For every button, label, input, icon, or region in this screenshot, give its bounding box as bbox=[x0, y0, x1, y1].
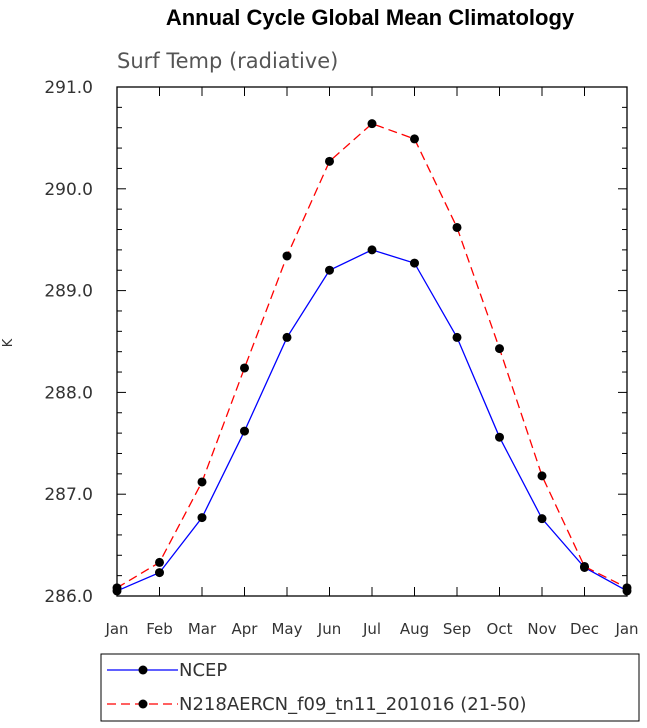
data-point bbox=[282, 251, 292, 261]
x-tick-label: Jul bbox=[362, 620, 381, 638]
chart-title: Annual Cycle Global Mean Climatology bbox=[166, 5, 575, 30]
data-point bbox=[367, 245, 377, 255]
x-tick-label: May bbox=[271, 620, 302, 638]
x-tick-label: Feb bbox=[146, 620, 173, 638]
data-point bbox=[325, 156, 334, 166]
x-tick-label: Nov bbox=[527, 620, 556, 638]
legend-box bbox=[100, 653, 640, 722]
series-2 bbox=[112, 119, 632, 593]
data-point bbox=[325, 265, 334, 275]
data-point bbox=[282, 332, 292, 342]
series-line bbox=[116, 122, 628, 589]
x-tick-label: Dec bbox=[570, 620, 599, 638]
legend-marker bbox=[138, 665, 148, 675]
data-point bbox=[240, 363, 249, 373]
y-tick-label: 291.0 bbox=[44, 78, 93, 98]
series-line bbox=[116, 249, 628, 592]
data-point bbox=[580, 561, 589, 571]
data-point bbox=[197, 513, 207, 523]
data-point bbox=[197, 477, 207, 487]
y-axis-label: K bbox=[1, 338, 16, 347]
data-point bbox=[240, 426, 249, 436]
data-point bbox=[452, 332, 462, 342]
data-point bbox=[622, 583, 632, 593]
x-tick-label: Aug bbox=[400, 620, 429, 638]
data-point bbox=[495, 344, 504, 354]
y-tick-label: 288.0 bbox=[44, 383, 93, 403]
legend: NCEP N218AERCN_f09_tn11_201016 (21-50) bbox=[100, 653, 640, 722]
x-tick-label: Mar bbox=[188, 620, 217, 638]
data-point bbox=[452, 222, 462, 232]
legend-marker bbox=[138, 699, 148, 709]
x-tick-label: Jun bbox=[317, 620, 341, 638]
plot-frame bbox=[116, 86, 628, 597]
data-point bbox=[495, 432, 504, 442]
x-tick-label: Oct bbox=[487, 620, 513, 638]
x-tick-label: Sep bbox=[443, 620, 471, 638]
data-point bbox=[410, 134, 419, 144]
legend-label: N218AERCN_f09_tn11_201016 (21-50) bbox=[179, 694, 527, 715]
data-point bbox=[410, 258, 419, 268]
data-point bbox=[155, 568, 164, 578]
data-point bbox=[155, 557, 164, 567]
legend-label: NCEP bbox=[179, 660, 227, 681]
x-tick-label: Jan bbox=[614, 620, 638, 638]
y-tick-label: 286.0 bbox=[44, 587, 93, 607]
x-tick-label: Apr bbox=[232, 620, 259, 638]
series-layer bbox=[112, 119, 632, 596]
y-tick-label: 287.0 bbox=[44, 485, 93, 505]
data-point bbox=[367, 119, 377, 129]
plot-axes: 286.0 287.0 288.0 289.0 290.0 291.0 Jan Feb Mar A… bbox=[44, 78, 638, 638]
data-point bbox=[537, 514, 547, 524]
y-tick-label: 289.0 bbox=[44, 282, 93, 302]
data-point bbox=[112, 583, 122, 593]
series-1 bbox=[112, 245, 632, 596]
data-point bbox=[537, 471, 547, 481]
chart-subtitle: Surf Temp (radiative) bbox=[117, 49, 338, 73]
x-tick-label: Jan bbox=[104, 620, 128, 638]
y-tick-label: 290.0 bbox=[44, 180, 93, 200]
